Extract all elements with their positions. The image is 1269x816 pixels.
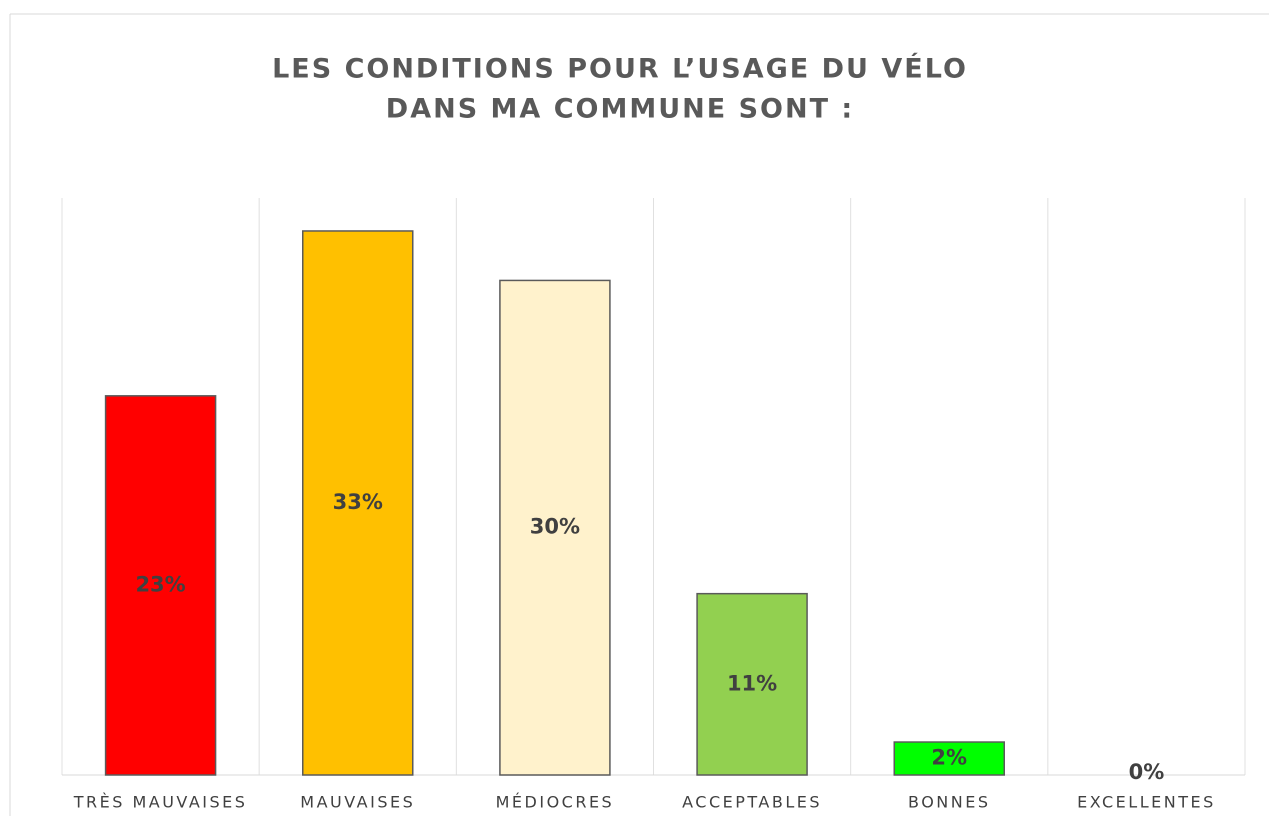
data-label: 0% <box>1129 760 1165 784</box>
bar <box>302 230 414 776</box>
chart-title: DANS MA COMMUNE SONT : <box>386 94 854 125</box>
bar <box>499 279 611 776</box>
data-label: 23% <box>135 572 185 596</box>
x-tick-label: ACCEPTABLES <box>682 793 822 812</box>
bar <box>696 592 808 776</box>
bar <box>104 395 217 776</box>
x-tick-label: BONNES <box>908 793 991 812</box>
data-label: 33% <box>333 490 383 514</box>
x-tick-label: TRÈS MAUVAISES <box>73 793 248 812</box>
bar <box>893 741 1005 776</box>
data-label: 11% <box>727 671 777 695</box>
data-label: 2% <box>931 746 967 770</box>
x-tick-label: MÉDIOCRES <box>496 793 615 812</box>
chart-title: LES CONDITIONS POUR L’USAGE DU VÉLO <box>272 53 968 85</box>
x-tick-label: MAUVAISES <box>300 793 415 812</box>
x-tick-label: EXCELLENTES <box>1077 793 1216 812</box>
data-label: 30% <box>530 515 580 539</box>
